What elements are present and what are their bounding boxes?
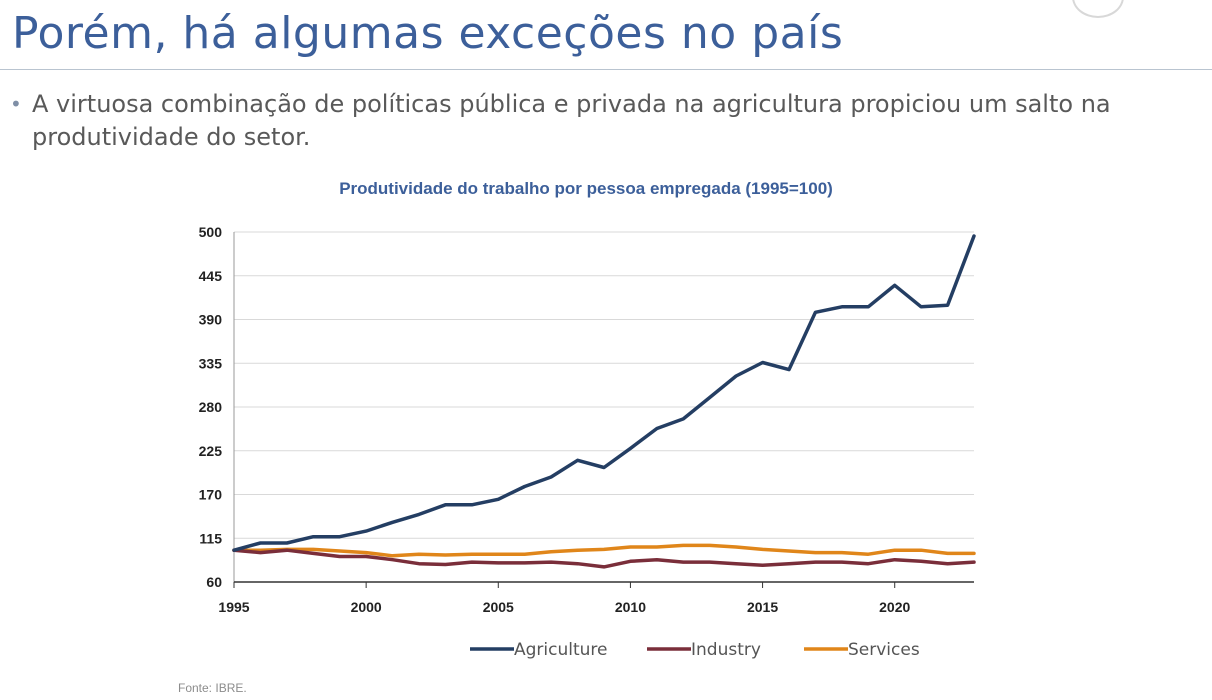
bullet-text: A virtuosa combinação de políticas públi… — [32, 90, 1111, 151]
x-tick-label-2005: 2005 — [483, 599, 514, 615]
legend-label-industry: Industry — [691, 640, 761, 660]
x-tick-label-2010: 2010 — [615, 599, 646, 615]
series-line-agriculture — [232, 234, 976, 552]
y-tick-label-280: 280 — [199, 399, 223, 415]
title-divider — [0, 69, 1212, 70]
series-line-services — [232, 543, 976, 558]
x-tick-label-2015: 2015 — [747, 599, 778, 615]
legend-label-agriculture: Agriculture — [514, 640, 608, 660]
y-tick-label-170: 170 — [199, 487, 223, 503]
y-tick-label-115: 115 — [199, 530, 222, 546]
y-tick-label-335: 335 — [199, 355, 223, 371]
source-note: Fonte: IBRE. — [178, 681, 247, 695]
y-tick-label-445: 445 — [199, 268, 223, 284]
bullet-dot-icon: • — [10, 92, 22, 116]
y-tick-label-60: 60 — [206, 574, 222, 590]
slide-title: Porém, há algumas exceções no país — [12, 8, 844, 59]
x-tick-label-2020: 2020 — [879, 599, 910, 615]
series-line-industry — [232, 548, 976, 569]
y-tick-label-225: 225 — [199, 443, 223, 459]
x-tick-label-1995: 1995 — [218, 599, 249, 615]
legend-label-services: Services — [848, 640, 920, 660]
chart-title: Produtividade do trabalho por pessoa emp… — [339, 179, 833, 198]
y-tick-label-390: 390 — [199, 312, 223, 328]
y-tick-label-500: 500 — [199, 224, 223, 240]
x-tick-label-2000: 2000 — [351, 599, 382, 615]
